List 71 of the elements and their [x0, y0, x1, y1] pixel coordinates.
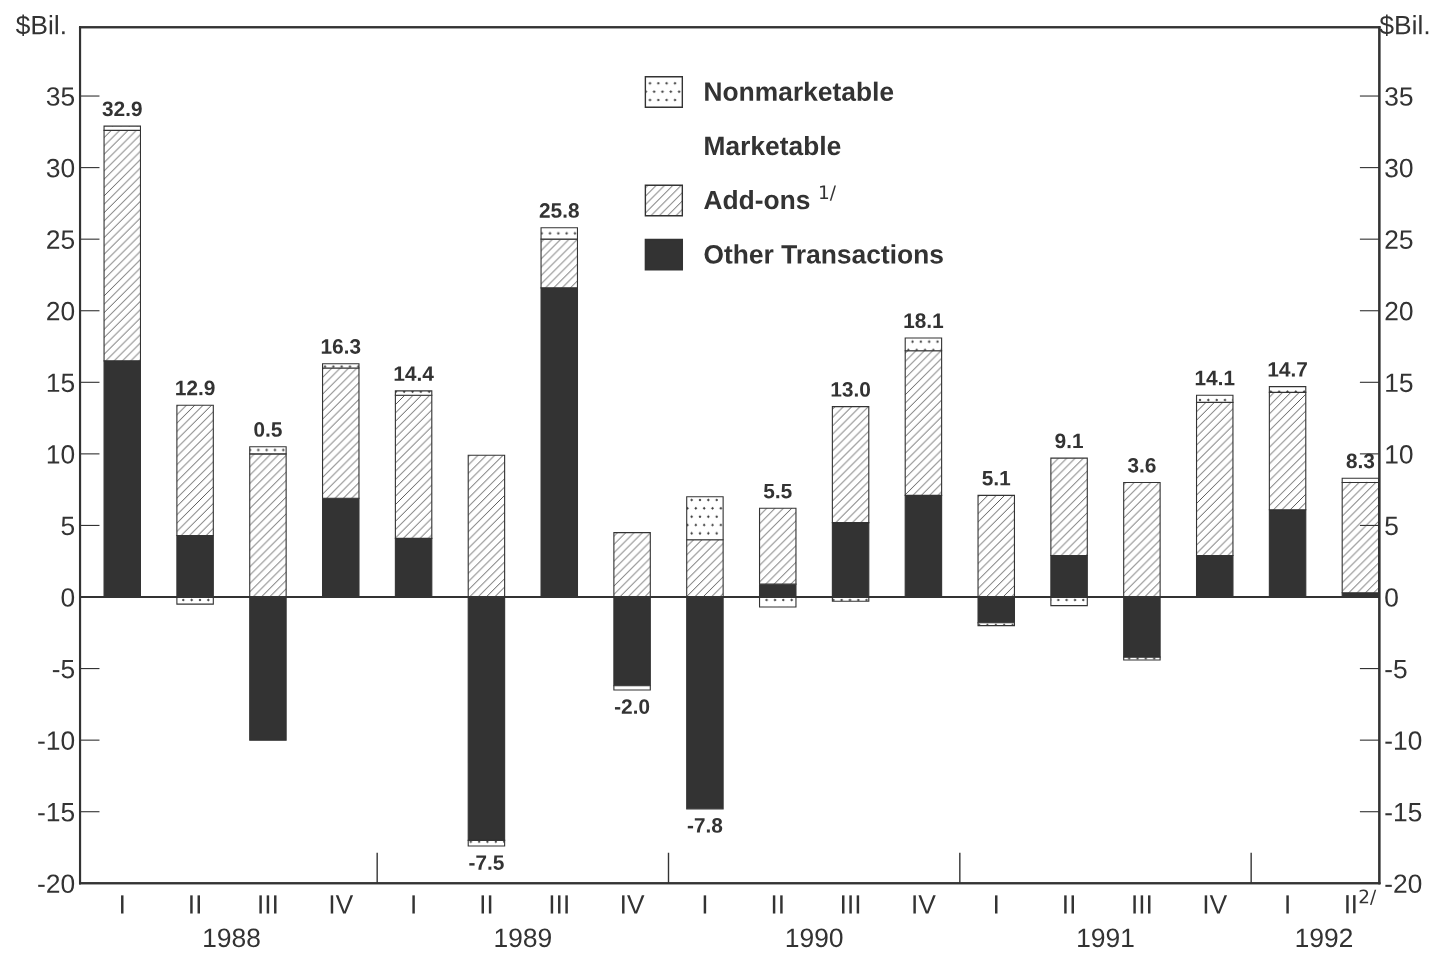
- total-label: 8.3: [1346, 453, 1375, 469]
- total-label: 13.0: [831, 382, 870, 397]
- total-label: 16.3: [321, 339, 361, 354]
- x-tick-label: III: [1133, 895, 1151, 914]
- total-label: 32.9: [102, 101, 142, 117]
- x-tick-label: III: [259, 895, 277, 914]
- total-label: 9.1: [1055, 433, 1083, 449]
- y-tick-label: 20: [47, 301, 75, 321]
- total-label: 5.1: [982, 471, 1011, 486]
- y2-tick-label: -5: [1385, 659, 1407, 679]
- x-tick-label: II: [481, 895, 492, 914]
- y2-tick-label: 25: [1385, 230, 1413, 249]
- x-tick-label: I: [412, 895, 415, 914]
- x-tick-label: II: [1064, 895, 1074, 914]
- y2-tick-label: 20: [1385, 301, 1413, 321]
- y2-tick-label: 5: [1385, 516, 1398, 536]
- y-tick-label: -10: [38, 731, 75, 750]
- x-tick-label: I: [121, 895, 124, 914]
- y2-tick-label: 35: [1385, 87, 1413, 106]
- y2-axis-title: $Bil.: [1379, 14, 1429, 36]
- y-tick-label: 25: [47, 230, 75, 249]
- legend-label: Other Transactions: [704, 244, 943, 264]
- y-tick-label: -5: [52, 659, 75, 679]
- text: 1990: [786, 928, 843, 948]
- x-tick-label: II: [190, 895, 200, 914]
- y-tick-label: 0: [61, 588, 75, 607]
- y2-tick-label: 30: [1385, 158, 1413, 178]
- annotation: Marketable: [705, 135, 841, 156]
- total-label: 12.9: [176, 380, 215, 396]
- x-tick-label: IV: [1204, 895, 1228, 914]
- x-tick-label: III: [550, 895, 568, 914]
- x-tick-label: IV: [622, 895, 645, 914]
- y-tick-label: 30: [46, 158, 75, 178]
- total-label: 14.7: [1268, 362, 1307, 377]
- y2-tick-label: -15: [1385, 803, 1422, 822]
- total-label: -7.8: [687, 817, 723, 833]
- total-label: 14.1: [1195, 370, 1235, 386]
- text: 1991: [1078, 928, 1134, 948]
- total-label: 3.6: [1127, 457, 1156, 473]
- x-tick-label: I: [703, 895, 707, 914]
- total-label: -7.5: [469, 855, 504, 870]
- text: 1992: [1296, 928, 1353, 948]
- y-axis-title: $Bil.: [15, 14, 65, 36]
- y2-tick-label: 0: [1385, 588, 1398, 607]
- total-label: -2.0: [614, 699, 650, 714]
- x-tick-label: II$^{2/}$: [1346, 889, 1377, 914]
- total-label: 0.5: [254, 422, 282, 437]
- y2-tick-label: -10: [1385, 731, 1422, 750]
- y-tick-label: 15: [47, 373, 75, 393]
- total-label: 5.5: [763, 483, 792, 499]
- y2-tick-label: 10: [1386, 445, 1413, 464]
- total-label: 14.4: [394, 366, 434, 381]
- y-tick-label: -20: [38, 874, 75, 894]
- y2-tick-label: -20: [1385, 874, 1422, 894]
- x-tick-label: II: [772, 895, 783, 914]
- text: 1988: [204, 928, 260, 948]
- y2-tick-label: 15: [1386, 373, 1413, 393]
- x-tick-label: IV: [913, 895, 936, 914]
- total-label: 25.8: [539, 203, 579, 218]
- y-tick-label: 5: [61, 516, 75, 536]
- legend-label: Add-ons $^{1/}$: [704, 185, 836, 210]
- y-tick-label: 10: [47, 445, 75, 464]
- x-tick-label: III: [842, 895, 860, 914]
- y-tick-label: -15: [38, 803, 75, 822]
- y-tick-label: 35: [46, 87, 75, 106]
- text: 1989: [495, 928, 551, 948]
- x-tick-label: IV: [330, 895, 354, 914]
- total-label: 18.1: [904, 313, 944, 329]
- x-tick-label: I: [1286, 895, 1289, 914]
- legend-label: Nonmarketable: [705, 81, 894, 102]
- x-tick-label: I: [995, 895, 998, 914]
